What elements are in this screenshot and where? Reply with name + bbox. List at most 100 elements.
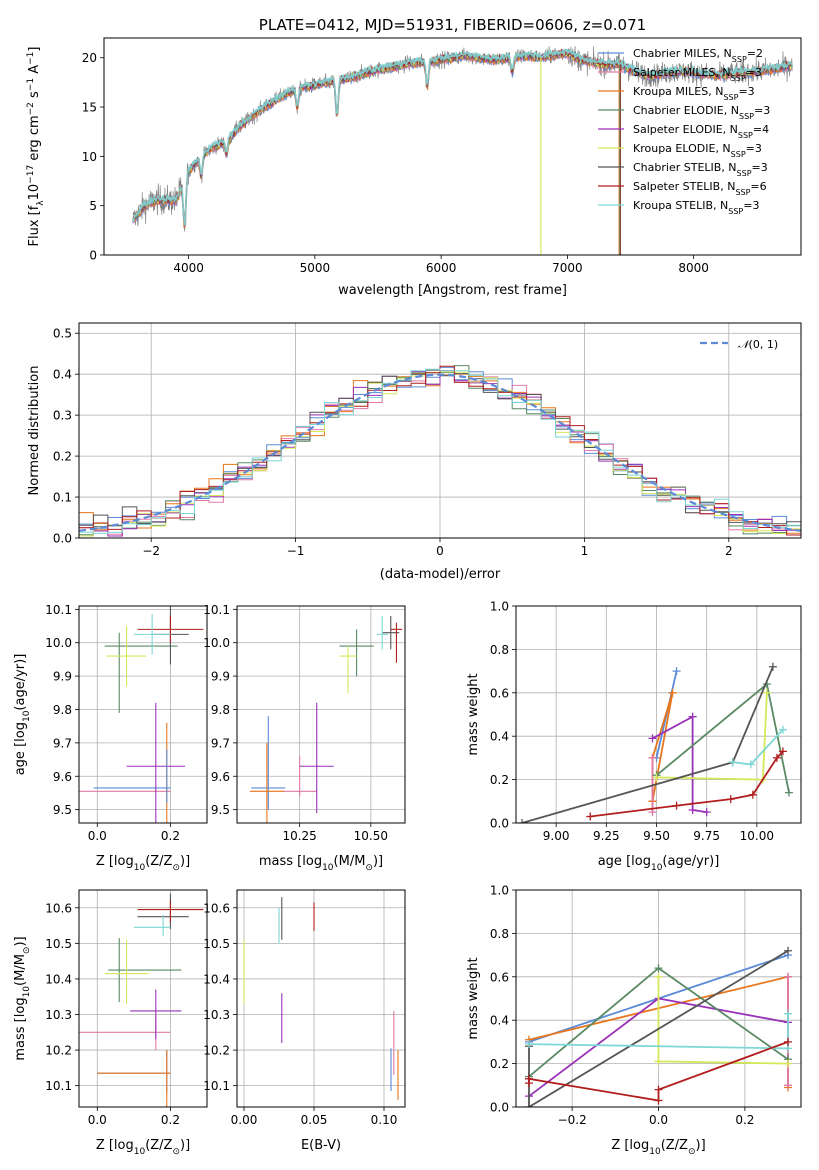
- mass-weight-series: [524, 1009, 793, 1053]
- mass-weight-marker: [524, 1040, 533, 1049]
- x-axis-label-part: ⊙: [688, 1147, 696, 1157]
- x-axis-label-part: mass [log: [259, 854, 322, 869]
- y-tick-label: 10.5: [203, 937, 230, 951]
- x-tick-label: 0.10: [371, 1113, 398, 1127]
- y-tick-label: 10.1: [203, 603, 230, 617]
- plot-area: [79, 606, 204, 823]
- legend-nssp-prefix: , N: [715, 66, 730, 79]
- legend-nssp-subscript: SSP: [735, 188, 750, 197]
- axes-frame: [236, 605, 406, 824]
- mass-weight-marker: [784, 1081, 793, 1090]
- x-tick-label: 0.0: [88, 829, 107, 843]
- legend-gaussian-symbol: 𝒩: [738, 338, 752, 351]
- x-axis-label-part: 10: [649, 1147, 661, 1157]
- residual-histogram-step: [79, 365, 801, 536]
- x-tick-label: 0.2: [735, 1113, 754, 1127]
- y-axis-label: age [log10(age/yr)]: [13, 654, 32, 776]
- axes-frame: [78, 322, 802, 539]
- y-tick-label: 10.2: [45, 1044, 72, 1058]
- legend-nssp-subscript: SSP: [739, 112, 754, 121]
- legend-nssp-subscript: SSP: [737, 169, 752, 178]
- mass-weight-marker: [518, 819, 527, 823]
- x-tick-label: 9.50: [643, 829, 670, 843]
- mass-weight-marker: [668, 688, 677, 697]
- y-tick-label: 10: [82, 150, 97, 164]
- y-axis-label-part: λ: [36, 200, 46, 206]
- residual-histogram-step: [79, 370, 801, 537]
- y-axis-label: mass weight: [466, 673, 481, 755]
- legend-entry: Chabrier MILES, NSSP=2: [633, 47, 763, 64]
- legend-nssp-prefix: , N: [723, 123, 738, 136]
- legend-nssp-subscript: SSP: [728, 207, 743, 216]
- plot-area: [132, 45, 793, 255]
- legend-entry: Kroupa ELODIE, NSSP=3: [633, 142, 762, 159]
- y-axis-label: mass weight: [466, 957, 481, 1039]
- mass-weight-marker: [654, 1057, 663, 1066]
- y-tick-label: 10.1: [45, 603, 72, 617]
- x-tick-label: 0.2: [161, 1113, 180, 1127]
- legend-nssp-value: 3: [761, 161, 768, 174]
- mass-weight-marker: [784, 972, 793, 981]
- legend-nssp-equals: =: [738, 85, 747, 98]
- legend-nssp-subscript: SSP: [723, 93, 738, 102]
- residuals-panel: −2 −1 0 1 2 0.0 0.1 0.2 0.3 0.4 0.5 (data-model)/er…: [27, 322, 802, 582]
- x-axis-label-part: ⊙: [365, 863, 373, 873]
- y-axis-label-part: −2: [26, 102, 36, 115]
- y-tick-label: 0.6: [490, 686, 509, 700]
- legend-nssp-prefix: , N: [708, 85, 723, 98]
- mass-weight-line: [590, 750, 784, 818]
- legend-nssp-equals: =: [754, 104, 763, 117]
- x-tick-label: 0.0: [649, 1113, 668, 1127]
- legend-nssp-prefix: , N: [715, 142, 730, 155]
- mass-weight-series: [728, 725, 787, 769]
- y-tick-label: 9.9: [53, 670, 72, 684]
- x-tick-label: 0.05: [301, 1113, 328, 1127]
- x-tick-label: 8000: [678, 261, 709, 275]
- legend-nssp-equals: =: [746, 142, 755, 155]
- x-axis-label: Z [log10(Z/Z⊙)]: [96, 854, 190, 873]
- y-tick-label: 9.9: [211, 670, 230, 684]
- x-axis-label: E(B-V): [301, 1138, 341, 1153]
- x-axis-label: mass [log10(M/M⊙)]: [259, 854, 383, 873]
- axes-frame: [515, 889, 802, 1108]
- mass-weight-marker: [702, 808, 711, 817]
- mass-weight-marker: [648, 734, 657, 743]
- axes-frame: [515, 605, 802, 824]
- mass-weight-marker: [688, 712, 697, 721]
- legend-nssp-prefix: , N: [720, 180, 735, 193]
- legend-nssp-prefix: , N: [713, 199, 728, 212]
- legend-series-name: Salpeter MILES: [633, 66, 715, 79]
- y-axis-label-part: −1: [26, 52, 36, 65]
- y-tick-label: 0.8: [490, 643, 509, 657]
- plot-area: [243, 897, 399, 1100]
- y-tick-label: 10.4: [45, 972, 72, 986]
- y-tick-label: 10.0: [203, 636, 230, 650]
- y-tick-label: 9.7: [211, 736, 230, 750]
- x-axis-label-part: 10: [651, 863, 663, 873]
- gaussian-reference-curve: [79, 373, 801, 532]
- y-tick-label: 10.4: [203, 972, 230, 986]
- mass-vs-ebv-panel: 0.00 0.05 0.10 10.1 10.2 10.3 10.4 10.5 10.6 E(B-…: [203, 889, 406, 1153]
- y-tick-label: 0.3: [53, 409, 72, 423]
- y-tick-label: 5: [89, 199, 97, 213]
- y-axis-label-part: 10: [27, 184, 42, 201]
- y-tick-label: 0.4: [490, 1014, 509, 1028]
- mass-weight-series: [654, 972, 793, 1068]
- x-axis-label-part: (M/M: [334, 854, 366, 869]
- y-axis-label-part: erg cm: [27, 115, 42, 164]
- x-axis-label-part: Z [log: [611, 1138, 649, 1153]
- y-axis-label-part: −1: [26, 78, 36, 91]
- legend-entry: Kroupa STELIB, NSSP=3: [633, 199, 759, 216]
- x-axis-label-part: age [log: [598, 854, 651, 869]
- x-axis-label-part: ⊙: [172, 1147, 180, 1157]
- y-tick-label: 0.2: [490, 773, 509, 787]
- legend-entry: Chabrier ELODIE, NSSP=3: [633, 104, 770, 121]
- mass-weight-series: [524, 1037, 793, 1105]
- legend-nssp-value: 4: [762, 123, 769, 136]
- x-tick-label: 5000: [300, 261, 331, 275]
- y-tick-label: 0.2: [490, 1057, 509, 1071]
- model-spectrum-line: [132, 48, 793, 226]
- y-axis-label: Normed distribution: [27, 366, 42, 496]
- x-tick-label: 9.25: [593, 829, 620, 843]
- y-tick-label: 10.1: [203, 1079, 230, 1093]
